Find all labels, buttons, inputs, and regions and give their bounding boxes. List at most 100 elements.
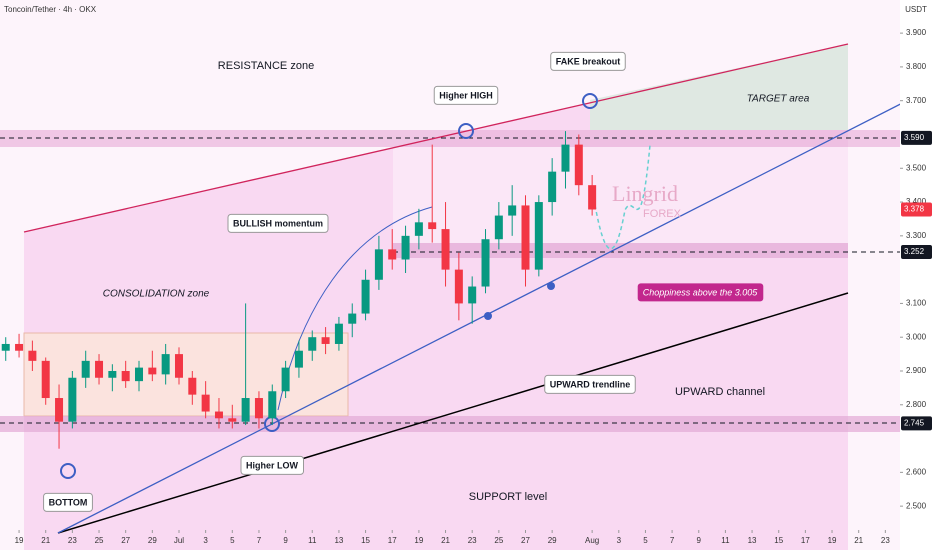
- candle-body: [95, 360, 104, 378]
- annotation: FAKE breakout: [556, 56, 621, 66]
- candle-body: [28, 350, 37, 361]
- x-tick-label: 27: [121, 536, 130, 545]
- candle-body: [561, 144, 570, 172]
- consolidation-box: [23, 332, 349, 417]
- x-tick-label: 15: [361, 536, 370, 545]
- x-tick-label: 7: [670, 536, 675, 545]
- candle-body: [15, 343, 24, 351]
- candle-body: [188, 377, 197, 395]
- x-tick-label: 25: [95, 536, 104, 545]
- candle-body: [428, 222, 437, 230]
- y-tick-label: 3.700: [906, 96, 927, 105]
- candle-body: [135, 367, 144, 382]
- x-tick-label: 19: [414, 536, 423, 545]
- price-tag: [901, 130, 932, 145]
- x-tick-label: 17: [801, 536, 810, 545]
- x-tick-label: 25: [494, 536, 503, 545]
- candle-body: [254, 398, 263, 419]
- price-axis: [900, 0, 932, 550]
- annotation: RESISTANCE zone: [218, 60, 314, 72]
- target-area: [590, 44, 848, 130]
- candle-body: [214, 411, 223, 419]
- y-tick-label: 3.000: [906, 332, 927, 341]
- x-tick-label: Jul: [174, 536, 184, 545]
- x-tick-label: 21: [854, 536, 863, 545]
- annotation-box: [544, 374, 636, 394]
- x-tick-label: 13: [334, 536, 343, 545]
- channel-line: [57, 292, 849, 534]
- support-zone: [0, 416, 900, 432]
- annotation: UPWARD trendline: [550, 379, 631, 389]
- x-tick-label: 7: [257, 536, 262, 545]
- price-tag: [901, 202, 932, 217]
- candle-body: [348, 313, 357, 324]
- y-tick-label: 2.800: [906, 400, 927, 409]
- candle-body: [241, 398, 250, 422]
- symbol: Toncoin/Tether · 4h · OKX: [4, 5, 97, 14]
- price-tag-label: 3.590: [904, 133, 925, 142]
- currency: USDT: [905, 5, 927, 14]
- candle-body: [81, 360, 90, 378]
- touch-dots: [484, 282, 555, 320]
- candle-body: [268, 391, 277, 419]
- candle-body: [174, 354, 183, 378]
- y-tick-label: 3.400: [906, 197, 927, 206]
- trendline: [57, 87, 932, 534]
- candle-body: [441, 229, 450, 270]
- candle-body: [521, 205, 530, 270]
- x-tick-label: Aug: [585, 536, 599, 545]
- y-tick-label: 3.100: [906, 299, 927, 308]
- candle-body: [108, 370, 117, 378]
- logo-sub: FOREX: [643, 208, 682, 220]
- price-tag: [901, 245, 932, 260]
- x-tick-label: 23: [468, 536, 477, 545]
- candle-body: [201, 394, 210, 412]
- candle-body: [361, 279, 370, 314]
- candle-body: [588, 185, 597, 210]
- candle-body: [481, 239, 490, 287]
- annotation: TARGET area: [747, 94, 810, 105]
- range-box: [393, 147, 848, 243]
- candle-body: [468, 286, 477, 304]
- annotation: BOTTOM: [49, 497, 88, 507]
- candle-body: [294, 350, 303, 368]
- x-tick-label: 19: [15, 536, 24, 545]
- annotation: CONSOLIDATION zone: [103, 289, 210, 300]
- candle-body: [308, 337, 317, 351]
- candle-body: [68, 377, 77, 422]
- price-tag-label: 3.252: [904, 247, 925, 256]
- candle-body: [281, 367, 290, 392]
- annotation: Higher LOW: [246, 460, 299, 470]
- candle-body: [148, 367, 157, 375]
- x-tick-label: 15: [774, 536, 783, 545]
- y-tick-label: 3.900: [906, 28, 927, 37]
- y-tick-label: 3.500: [906, 163, 927, 172]
- x-tick-label: 11: [308, 536, 317, 545]
- candle-body: [1, 343, 10, 351]
- candle-body: [534, 202, 543, 270]
- x-tick-label: 21: [41, 536, 50, 545]
- candle-body: [388, 249, 397, 260]
- candle-body: [161, 354, 170, 375]
- annotation-box: [550, 51, 626, 71]
- x-tick-label: 9: [697, 536, 702, 545]
- y-tick-label: 2.900: [906, 366, 927, 375]
- candle-body: [548, 171, 557, 203]
- x-tick-label: 23: [881, 536, 890, 545]
- y-tick-label: 2.600: [906, 467, 927, 476]
- annotation-box: [43, 492, 93, 512]
- x-tick-label: 21: [441, 536, 450, 545]
- mid-zone: [393, 243, 848, 258]
- price-tag: [901, 416, 932, 431]
- y-tick-label: 3.300: [906, 231, 927, 240]
- annotation: Choppiness above the 3.005: [643, 287, 759, 297]
- price-tag-label: 2.745: [904, 418, 925, 427]
- annotation-box: [240, 455, 305, 475]
- price-tag-label: 3.378: [904, 205, 925, 214]
- x-tick-label: 11: [721, 536, 730, 545]
- candle-body: [454, 269, 463, 304]
- annotation: UPWARD channel: [675, 386, 765, 398]
- y-tick-label: 2.500: [906, 501, 927, 510]
- x-tick-label: 5: [643, 536, 648, 545]
